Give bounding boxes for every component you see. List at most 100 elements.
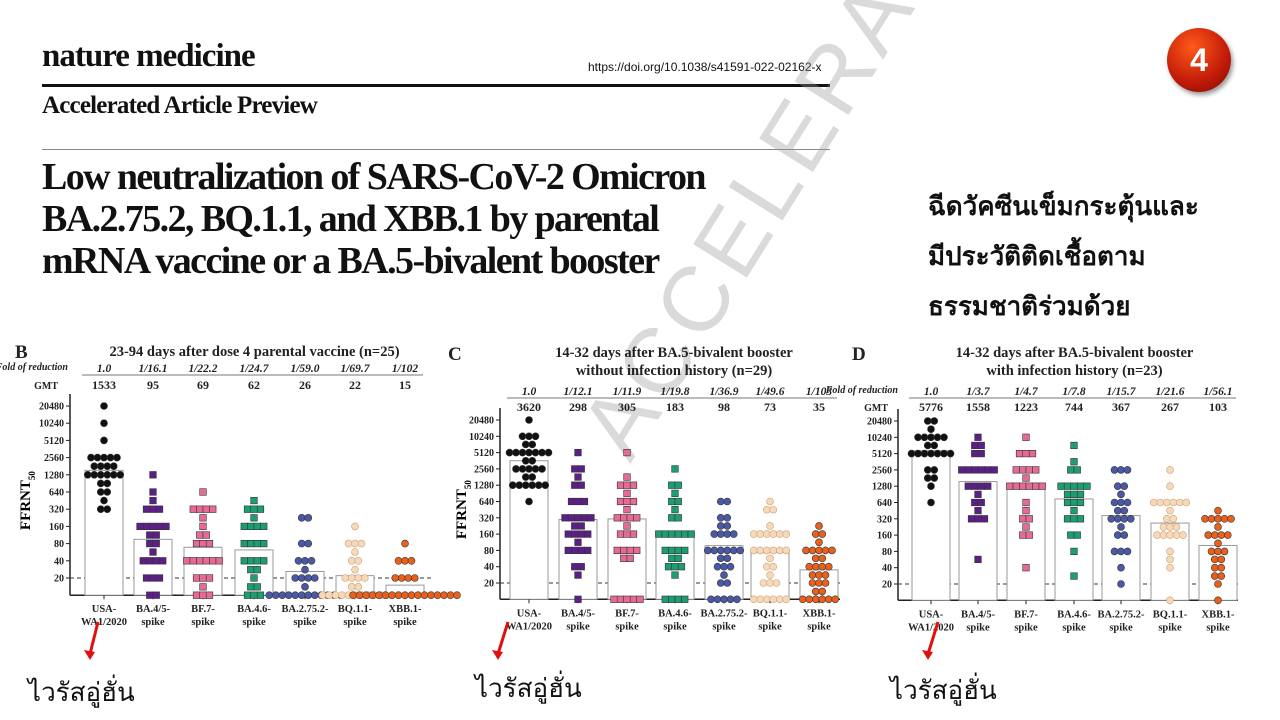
data-point [394, 591, 403, 600]
data-point [433, 591, 442, 600]
data-point [1076, 515, 1085, 523]
gmt-bar [911, 450, 951, 601]
data-point [1227, 514, 1235, 523]
data-point [623, 497, 631, 506]
x-tick-label: BA.4/5- [561, 608, 596, 619]
data-point [401, 539, 409, 548]
data-point [301, 565, 309, 574]
y-tick-label: 40 [484, 562, 494, 573]
x-tick-label: WA1/2020 [908, 622, 954, 633]
data-point [818, 562, 827, 571]
data-point [716, 554, 725, 563]
gmt-bar [133, 538, 173, 596]
data-point [87, 453, 95, 462]
doi-link[interactable]: https://doi.org/10.1038/s41591-022-02162… [588, 60, 822, 74]
data-point [1166, 563, 1174, 572]
y-axis-label: FFRNT50 [18, 471, 37, 530]
wuhan-label: ไวรัสอู่ฮั่น [890, 676, 997, 706]
data-point [1117, 498, 1125, 507]
gmt-bar [84, 469, 124, 596]
data-point [1126, 514, 1135, 523]
y-label-sub: 50 [463, 480, 473, 490]
x-tick-label: spike [1109, 622, 1133, 633]
data-point [703, 546, 712, 555]
data-point [518, 465, 527, 473]
data-point [253, 557, 261, 565]
panel-title: 14-32 days after BA.5-bivalent booster [555, 345, 793, 361]
data-point [1201, 514, 1209, 523]
x-tick-label: BQ.1.1- [1153, 609, 1188, 620]
gmt-value: 1558 [966, 400, 990, 414]
data-point [247, 522, 255, 530]
data-point [297, 591, 306, 600]
x-tick-label: spike [966, 622, 990, 633]
data-point [205, 539, 214, 548]
data-point [528, 473, 537, 481]
data-point [674, 554, 682, 562]
x-tick-label: spike [1062, 622, 1086, 633]
gmt-value: 183 [666, 400, 684, 414]
gmt-value: 95 [147, 378, 159, 392]
data-point [616, 530, 625, 538]
data-point [189, 505, 197, 513]
data-point [815, 571, 823, 579]
data-point [401, 556, 409, 565]
note-line: ธรรมชาติร่วมด้วย [928, 292, 1131, 322]
gmt-value: 744 [1065, 400, 1083, 414]
data-point [815, 546, 823, 555]
data-point [1113, 506, 1122, 515]
data-point [920, 449, 929, 458]
x-tick-label: BF.7- [191, 604, 215, 615]
data-point [1070, 507, 1078, 515]
data-point [671, 489, 679, 497]
red-arrow [926, 621, 940, 655]
data-point [1110, 547, 1119, 556]
data-point [571, 546, 579, 554]
data-point [528, 440, 537, 449]
data-point [521, 456, 530, 465]
data-point [149, 505, 157, 513]
x-tick-label: BQ.1.1- [753, 608, 788, 619]
data-point [256, 505, 265, 513]
data-point [240, 557, 248, 565]
data-point [749, 546, 758, 555]
data-point [1117, 547, 1125, 556]
fold-value: 1/11.9 [613, 386, 642, 398]
data-point [284, 591, 293, 600]
data-point [756, 546, 765, 555]
data-point [1076, 498, 1085, 507]
data-point [668, 497, 676, 506]
data-point [202, 557, 210, 565]
data-point [1117, 523, 1125, 531]
slide-number-badge: 4 [1167, 28, 1231, 92]
data-point [574, 538, 582, 546]
data-point [564, 530, 572, 538]
data-point [821, 579, 830, 587]
data-point [247, 566, 255, 574]
data-point [574, 473, 582, 481]
data-point [713, 595, 722, 604]
data-point [1123, 547, 1132, 556]
data-point [613, 546, 621, 554]
data-point [1025, 482, 1033, 490]
data-point [1110, 498, 1119, 507]
data-point [1166, 482, 1174, 491]
data-point [990, 466, 998, 474]
data-point [512, 448, 520, 457]
data-point [515, 481, 524, 490]
fold-value: 1/59.0 [290, 363, 319, 375]
data-point [253, 539, 261, 548]
data-point [1117, 490, 1125, 499]
data-point [818, 595, 827, 604]
data-point [674, 481, 682, 489]
data-point [811, 587, 820, 596]
data-point [391, 574, 400, 582]
data-point [149, 496, 157, 505]
data-point [1012, 466, 1020, 474]
data-point [1025, 466, 1033, 474]
data-point [301, 583, 309, 591]
data-point [1117, 466, 1125, 474]
panel-letter: B [15, 342, 28, 363]
y-tick-label: 2560 [474, 464, 494, 475]
data-point [90, 470, 99, 479]
